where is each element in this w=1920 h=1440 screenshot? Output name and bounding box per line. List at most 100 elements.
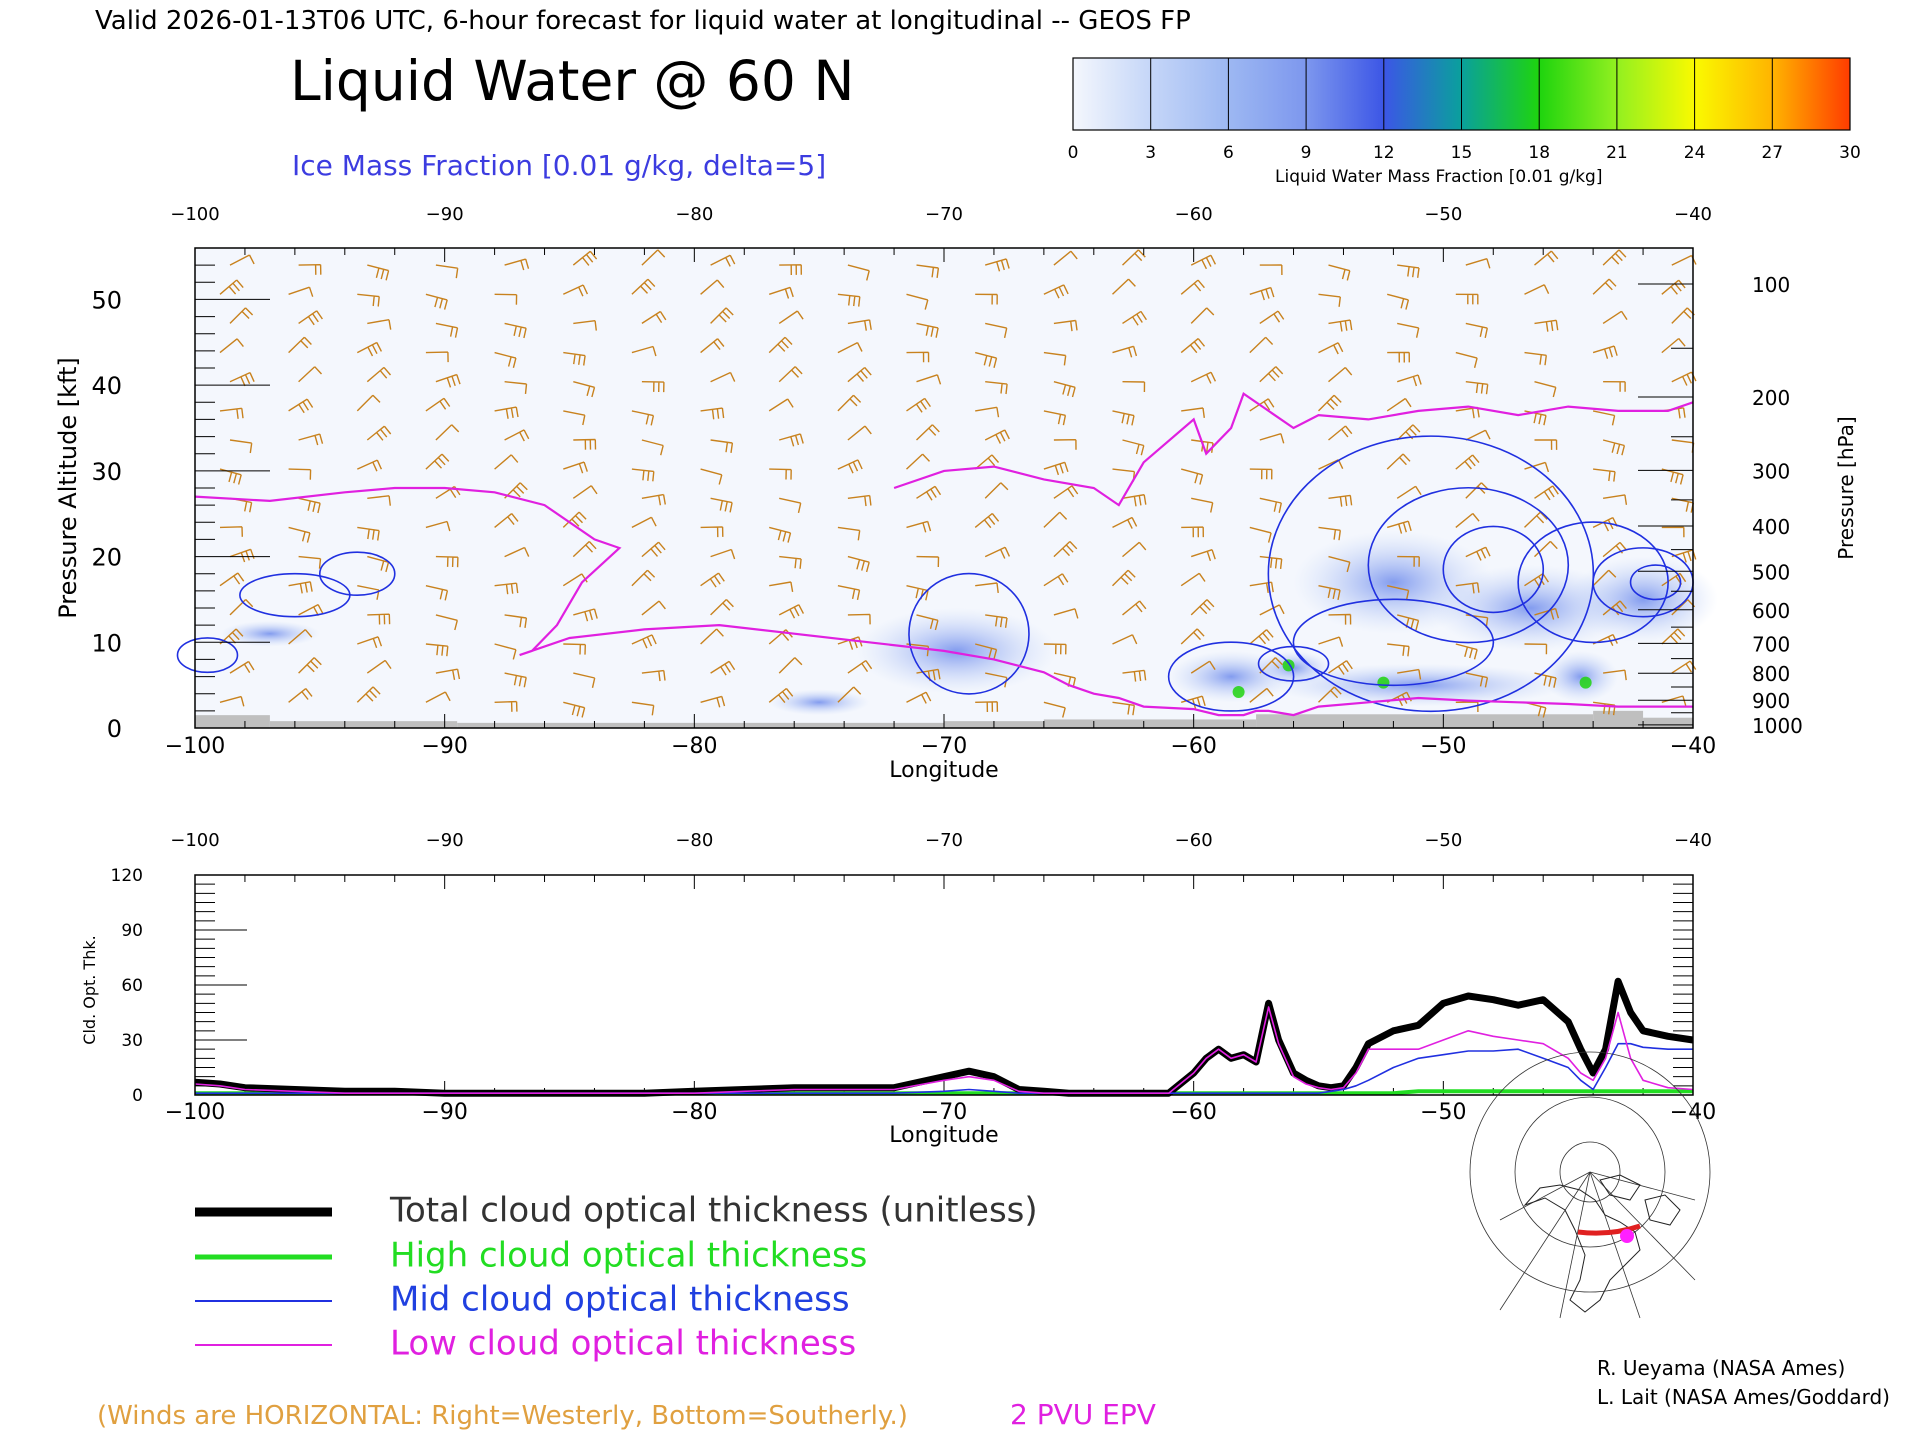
wind-barb — [1524, 461, 1550, 473]
wind-barb — [1328, 555, 1351, 573]
wind-barb — [1534, 250, 1559, 266]
wind-barb — [1455, 454, 1480, 470]
liquid-water-peak — [1232, 686, 1245, 698]
wind-barb — [700, 526, 724, 538]
wind-barb — [504, 322, 527, 339]
wind-barb — [985, 614, 1008, 628]
wind-barb — [641, 310, 667, 324]
credit-1: R. Ueyama (NASA Ames) — [1597, 1356, 1845, 1380]
wind-barb — [1661, 337, 1686, 354]
wind-barb — [1259, 555, 1283, 569]
wind-barb — [288, 286, 314, 297]
ice-contours — [176, 435, 1694, 713]
optical-thickness-frame — [194, 874, 1694, 1096]
wind-barb — [974, 512, 1000, 529]
wind-barb — [562, 573, 588, 587]
liquid-water-peak — [1377, 676, 1390, 689]
wind-barb — [425, 453, 450, 470]
wind-barb — [1122, 310, 1147, 326]
wind-barb — [975, 582, 999, 593]
wind-barb — [768, 398, 794, 412]
wind-barb — [779, 497, 802, 514]
wind-barb — [1190, 549, 1216, 562]
x-tick-label-top: −40 — [1674, 204, 1712, 225]
wind-barb — [573, 438, 597, 450]
wind-barbs — [219, 249, 1697, 718]
wind-barb — [298, 310, 323, 326]
wind-barb — [1534, 672, 1557, 688]
wind-barb — [916, 485, 942, 501]
wind-barb — [1397, 322, 1420, 338]
wind-barb — [984, 429, 1010, 444]
wind-barb — [778, 657, 803, 674]
wind-barb — [1122, 439, 1145, 456]
wind-barb — [435, 668, 461, 681]
wind-barb — [847, 613, 871, 625]
wind-barb — [916, 374, 942, 385]
wind-barb — [504, 614, 528, 628]
epv-line — [194, 486, 1693, 717]
x-tick-label-bottom: −90 — [421, 1100, 467, 1125]
ice-contour — [1292, 598, 1495, 687]
wind-barb — [1592, 569, 1617, 587]
wind-barb — [1249, 336, 1274, 354]
wind-barb — [700, 572, 725, 588]
wind-barb — [975, 351, 998, 368]
wind-barb — [1053, 485, 1079, 499]
wind-barb — [425, 397, 451, 412]
wind-barb — [975, 701, 999, 713]
wind-barb — [425, 691, 451, 703]
x-tick-label-bottom: −60 — [1170, 734, 1216, 759]
y-tick-label: 40 — [91, 372, 122, 400]
wind-barb — [1386, 397, 1412, 412]
wind-barb — [1112, 410, 1135, 426]
wind-barb — [219, 407, 244, 419]
wind-barb — [631, 634, 657, 649]
wind-barb — [504, 258, 530, 271]
wind-barb — [425, 643, 449, 657]
wind-barb — [573, 320, 597, 331]
wind-barb — [1259, 604, 1285, 616]
x-tick-label-bottom: −70 — [921, 1100, 967, 1125]
wind-barb — [425, 585, 449, 601]
x-tick-label-bottom: −80 — [671, 1100, 717, 1125]
wind-barb — [298, 366, 323, 383]
wind-barb — [1524, 351, 1547, 366]
wind-barb — [1043, 410, 1067, 426]
wind-barb — [1249, 468, 1273, 480]
wind-barb — [1593, 468, 1616, 482]
wind-barb — [425, 520, 451, 532]
wind-barb — [779, 433, 804, 447]
wind-barb — [573, 608, 598, 622]
terrain-segment — [1256, 714, 1594, 728]
wind-barb — [1053, 250, 1078, 266]
legend: Total cloud optical thickness (unitless)… — [195, 1191, 1038, 1364]
wind-barb — [837, 526, 861, 541]
wind-barb — [1328, 425, 1353, 441]
wind-barb — [1592, 345, 1618, 359]
wind-barb — [1259, 366, 1284, 383]
wind-barb — [219, 628, 244, 645]
wind-barb — [1534, 439, 1558, 450]
wind-barb — [435, 424, 460, 441]
wind-barb — [1191, 497, 1214, 513]
y-tick-label: 10 — [91, 629, 122, 657]
map-coastlines — [1523, 1174, 1681, 1313]
wind-barb — [700, 279, 725, 295]
colorbar-tick-label: 12 — [1373, 143, 1395, 163]
wind-barb — [494, 582, 519, 595]
wind-barb — [298, 555, 322, 569]
liquid-water-shade — [1543, 650, 1619, 703]
wind-barb — [288, 688, 313, 703]
wind-barb — [229, 660, 255, 674]
wind-barb — [367, 555, 390, 573]
wind-barb — [631, 701, 655, 716]
wind-barb — [1603, 669, 1627, 681]
wind-barb — [906, 520, 932, 533]
wind-barb — [1396, 374, 1422, 387]
wind-barb — [778, 310, 804, 324]
pressure-tick-label: 1000 — [1752, 714, 1803, 738]
wind-barb — [288, 581, 313, 594]
wind-barb — [1181, 526, 1204, 538]
